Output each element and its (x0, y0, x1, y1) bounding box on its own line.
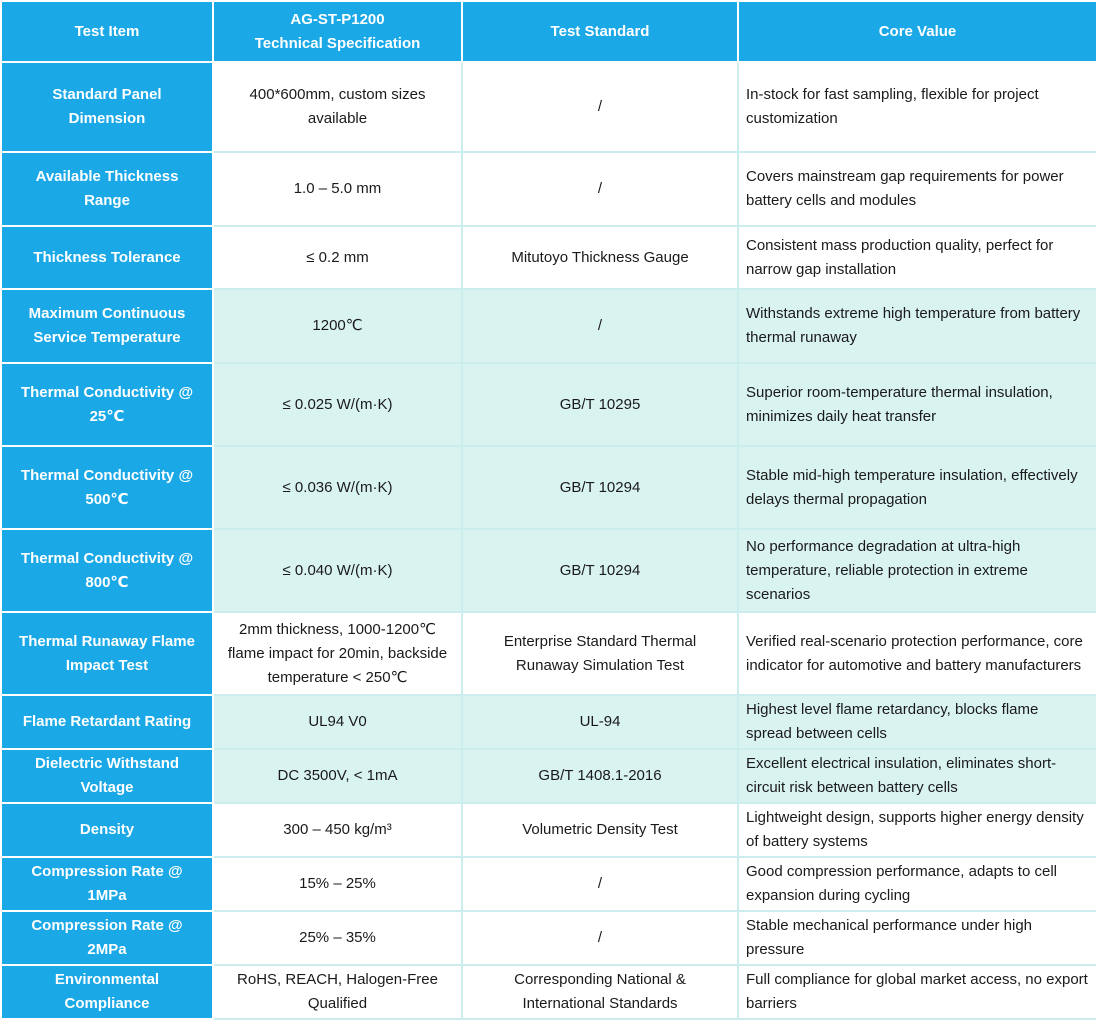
row-header: Thermal Conductivity @ 500℃ (0, 445, 214, 530)
value-cell: Lightweight design, supports higher ener… (737, 802, 1096, 858)
value-cell: Stable mechanical performance under high… (737, 910, 1096, 966)
table-row: Standard Panel Dimension 400*600mm, cust… (0, 61, 1096, 153)
column-header-test-item: Test Item (0, 0, 214, 63)
row-header: Thickness Tolerance (0, 225, 214, 290)
value-cell: Stable mid-high temperature insulation, … (737, 445, 1096, 530)
value-cell: Withstands extreme high temperature from… (737, 288, 1096, 364)
standard-cell: / (461, 910, 739, 966)
standard-cell: UL-94 (461, 694, 739, 750)
row-header: Thermal Runaway Flame Impact Test (0, 611, 214, 696)
value-cell: Good compression performance, adapts to … (737, 856, 1096, 912)
standard-cell: Enterprise Standard Thermal Runaway Simu… (461, 611, 739, 696)
standard-cell: GB/T 10294 (461, 528, 739, 613)
value-cell: Full compliance for global market access… (737, 964, 1096, 1020)
column-header-technical-specification: AG-ST-P1200 Technical Specification (212, 0, 463, 63)
row-header: Thermal Conductivity @ 800℃ (0, 528, 214, 613)
standard-cell: GB/T 1408.1-2016 (461, 748, 739, 804)
standard-cell: / (461, 288, 739, 364)
table-row: Density 300 – 450 kg/m³ Volumetric Densi… (0, 802, 1096, 858)
table-row: Thermal Conductivity @ 500℃ ≤ 0.036 W/(m… (0, 445, 1096, 530)
value-cell: Excellent electrical insulation, elimina… (737, 748, 1096, 804)
standard-cell: / (461, 856, 739, 912)
standard-cell: Mitutoyo Thickness Gauge (461, 225, 739, 290)
table-row: Thermal Runaway Flame Impact Test 2mm th… (0, 611, 1096, 696)
value-cell: Superior room-temperature thermal insula… (737, 362, 1096, 447)
spec-cell: 15% – 25% (212, 856, 463, 912)
row-header: Dielectric Withstand Voltage (0, 748, 214, 804)
standard-cell: GB/T 10294 (461, 445, 739, 530)
row-header: Available Thickness Range (0, 151, 214, 227)
row-header: Maximum Continuous Service Temperature (0, 288, 214, 364)
table-row: Compression Rate @ 2MPa 25% – 35% / Stab… (0, 910, 1096, 966)
row-header: Standard Panel Dimension (0, 61, 214, 153)
row-header: Thermal Conductivity @ 25℃ (0, 362, 214, 447)
spec-cell: ≤ 0.2 mm (212, 225, 463, 290)
spec-cell: ≤ 0.025 W/(m·K) (212, 362, 463, 447)
table-row: Dielectric Withstand Voltage DC 3500V, <… (0, 748, 1096, 804)
table-row: Maximum Continuous Service Temperature 1… (0, 288, 1096, 364)
spec-cell: 25% – 35% (212, 910, 463, 966)
table-row: Thermal Conductivity @ 25℃ ≤ 0.025 W/(m·… (0, 362, 1096, 447)
value-cell: No performance degradation at ultra-high… (737, 528, 1096, 613)
spec-cell: 300 – 450 kg/m³ (212, 802, 463, 858)
spec-cell: 1.0 – 5.0 mm (212, 151, 463, 227)
column-header-core-value: Core Value (737, 0, 1096, 63)
value-cell: Verified real-scenario protection perfor… (737, 611, 1096, 696)
row-header: Density (0, 802, 214, 858)
spec-cell: ≤ 0.036 W/(m·K) (212, 445, 463, 530)
standard-cell: Volumetric Density Test (461, 802, 739, 858)
value-cell: Covers mainstream gap requirements for p… (737, 151, 1096, 227)
value-cell: Consistent mass production quality, perf… (737, 225, 1096, 290)
spec-cell: RoHS, REACH, Halogen-Free Qualified (212, 964, 463, 1020)
spec-cell: DC 3500V, < 1mA (212, 748, 463, 804)
table-row: Thickness Tolerance ≤ 0.2 mm Mitutoyo Th… (0, 225, 1096, 290)
row-header: Compression Rate @ 1MPa (0, 856, 214, 912)
spec-cell: 1200℃ (212, 288, 463, 364)
row-header: Compression Rate @ 2MPa (0, 910, 214, 966)
standard-cell: / (461, 151, 739, 227)
table-row: Flame Retardant Rating UL94 V0 UL-94 Hig… (0, 694, 1096, 750)
standard-cell: GB/T 10295 (461, 362, 739, 447)
spec-cell: 400*600mm, custom sizes available (212, 61, 463, 153)
table-row: Thermal Conductivity @ 800℃ ≤ 0.040 W/(m… (0, 528, 1096, 613)
value-cell: Highest level flame retardancy, blocks f… (737, 694, 1096, 750)
table-row: Available Thickness Range 1.0 – 5.0 mm /… (0, 151, 1096, 227)
table-row: Compression Rate @ 1MPa 15% – 25% / Good… (0, 856, 1096, 912)
standard-cell: Corresponding National & International S… (461, 964, 739, 1020)
row-header: Environmental Compliance (0, 964, 214, 1020)
spec-cell: ≤ 0.040 W/(m·K) (212, 528, 463, 613)
row-header: Flame Retardant Rating (0, 694, 214, 750)
spec-cell: 2mm thickness, 1000-1200℃ flame impact f… (212, 611, 463, 696)
header-row: Test Item AG-ST-P1200 Technical Specific… (0, 0, 1096, 63)
standard-cell: / (461, 61, 739, 153)
value-cell: In-stock for fast sampling, flexible for… (737, 61, 1096, 153)
table-row: Environmental Compliance RoHS, REACH, Ha… (0, 964, 1096, 1020)
column-header-test-standard: Test Standard (461, 0, 739, 63)
spec-cell: UL94 V0 (212, 694, 463, 750)
